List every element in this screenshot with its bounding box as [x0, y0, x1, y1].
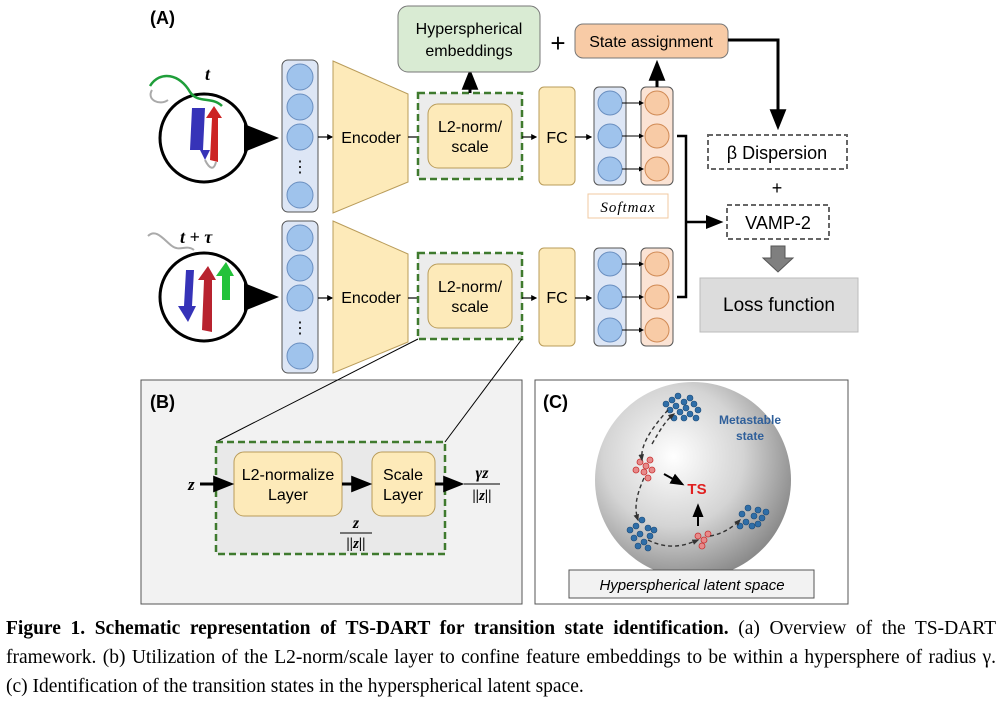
figure-diagram: (A) t t + τ ⋮ ⋮ [140, 5, 859, 605]
fc-label-t: FC [546, 130, 567, 147]
l2-norm-block-t-tau: L2-norm/ scale [416, 251, 524, 341]
hyperspherical-embeddings-box: Hyperspherical embeddings [397, 5, 541, 73]
encoder-label-t: Encoder [341, 130, 401, 147]
output-layer-t-tau [593, 247, 674, 347]
loss-function-label: Loss function [723, 295, 835, 316]
l2-norm-block-t: L2-norm/ scale [416, 91, 524, 181]
metastable-cluster-right [736, 504, 770, 530]
scale-layer-line2: Layer [383, 487, 424, 504]
panel-b-label: (B) [150, 392, 175, 412]
softmax-label: Softmax [600, 200, 655, 216]
state-assignment-label: State assignment [589, 34, 713, 51]
figure-caption: Figure 1. Schematic representation of TS… [6, 614, 996, 701]
vamp2-label: VAMP-2 [745, 213, 811, 233]
plus-sign-top: + [550, 28, 565, 58]
vamp2-box: VAMP-2 [726, 204, 830, 240]
out-fraction-den: ||z|| [472, 488, 491, 504]
input-z-label: z [187, 475, 195, 494]
down-arrow-icon [761, 245, 795, 273]
metastable-label-line2: state [736, 429, 764, 443]
ts-label: TS [687, 481, 706, 498]
encoder-label-t-tau: Encoder [341, 290, 401, 307]
latent-space-label: Hyperspherical latent space [599, 577, 784, 594]
normalize-layer-line1: L2-normalize [242, 467, 335, 484]
input-ellipsis-t: ⋮ [292, 159, 308, 176]
fc-label-t-tau: FC [546, 290, 567, 307]
hyperspherical-line2: embeddings [425, 43, 512, 60]
metastable-label-line1: Metastable [719, 413, 781, 427]
state-assignment-box: State assignment [574, 23, 729, 59]
out-fraction-num: γz [476, 465, 490, 482]
latent-space-label-box: Hyperspherical latent space [568, 569, 815, 599]
panel-c-label: (C) [543, 392, 568, 412]
panel-a-label: (A) [150, 8, 175, 28]
beta-dispersion-box: β Dispersion [707, 134, 848, 170]
input-ellipsis-t-tau: ⋮ [292, 320, 308, 337]
time-label-t-tau: t + τ [180, 227, 213, 247]
mid-fraction-den: ||z|| [346, 536, 365, 552]
input-layer-t: ⋮ [281, 59, 319, 213]
loss-function-box: Loss function [699, 277, 859, 333]
caption-title: Figure 1. Schematic representation of TS… [6, 618, 729, 639]
plus-sign-loss: + [772, 178, 783, 198]
output-layer-t [593, 86, 674, 186]
transition-state-markers [632, 456, 712, 550]
scale-layer-line1: Scale [383, 467, 423, 484]
protein-t-tau-image: t + τ [147, 227, 250, 343]
encoder-t: Encoder [332, 60, 409, 214]
input-layer-t-tau: ⋮ [281, 220, 319, 374]
metastable-cluster-left [626, 516, 658, 552]
mid-fraction-num: z [352, 515, 360, 532]
protein-t-image: t [148, 64, 250, 184]
time-label-t: t [205, 64, 211, 84]
caption-text: (a) Overview of the TS-DART framework. (… [6, 618, 996, 697]
softmax-box: Softmax [587, 193, 669, 219]
beta-dispersion-label: β Dispersion [727, 143, 827, 163]
l2-norm-label-t-tau-line2: scale [451, 299, 488, 316]
encoder-t-tau: Encoder [332, 220, 409, 374]
hyperspherical-line1: Hyperspherical [416, 21, 523, 38]
l2-norm-detail: L2-normalize Layer Scale Layer z ||z|| [214, 440, 447, 556]
l2-norm-label-t-line2: scale [451, 139, 488, 156]
fc-block-t-tau: FC [538, 247, 576, 347]
l2-norm-label-t-line1: L2-norm/ [438, 119, 503, 136]
l2-norm-label-t-tau-line1: L2-norm/ [438, 279, 503, 296]
fc-block-t: FC [538, 86, 576, 186]
hypersphere [595, 382, 791, 578]
normalize-layer-line2: Layer [268, 487, 309, 504]
